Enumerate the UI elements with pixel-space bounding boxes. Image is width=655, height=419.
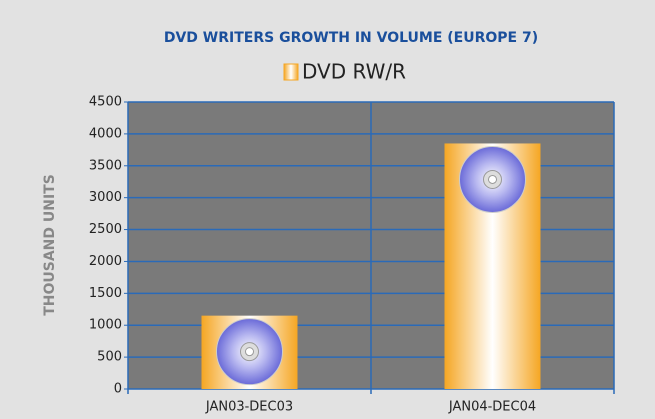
legend-swatch bbox=[284, 64, 298, 80]
disc-center bbox=[246, 348, 254, 356]
y-tick-label: 0 bbox=[114, 382, 122, 397]
y-tick-label: 4000 bbox=[89, 126, 122, 141]
disc-center bbox=[489, 175, 497, 183]
chart: DVD WRITERS GROWTH IN VOLUME (EUROPE 7) … bbox=[0, 0, 655, 419]
y-tick-label: 1500 bbox=[89, 286, 122, 301]
x-tick-label: JAN03-DEC03 bbox=[205, 400, 293, 415]
y-tick-label: 1000 bbox=[89, 318, 122, 333]
y-tick-label: 500 bbox=[97, 350, 122, 365]
x-tick-label: JAN04-DEC04 bbox=[448, 400, 536, 415]
chart-title: DVD WRITERS GROWTH IN VOLUME (EUROPE 7) bbox=[164, 30, 538, 46]
y-tick-label: 2500 bbox=[89, 222, 122, 237]
y-tick-label: 4500 bbox=[89, 95, 122, 110]
y-tick-label: 2000 bbox=[89, 254, 122, 269]
legend-label: DVD RW/R bbox=[302, 60, 406, 84]
y-axis-title: THOUSAND UNITS bbox=[42, 174, 58, 316]
y-tick-label: 3000 bbox=[89, 190, 122, 205]
y-tick-label: 3500 bbox=[89, 158, 122, 173]
